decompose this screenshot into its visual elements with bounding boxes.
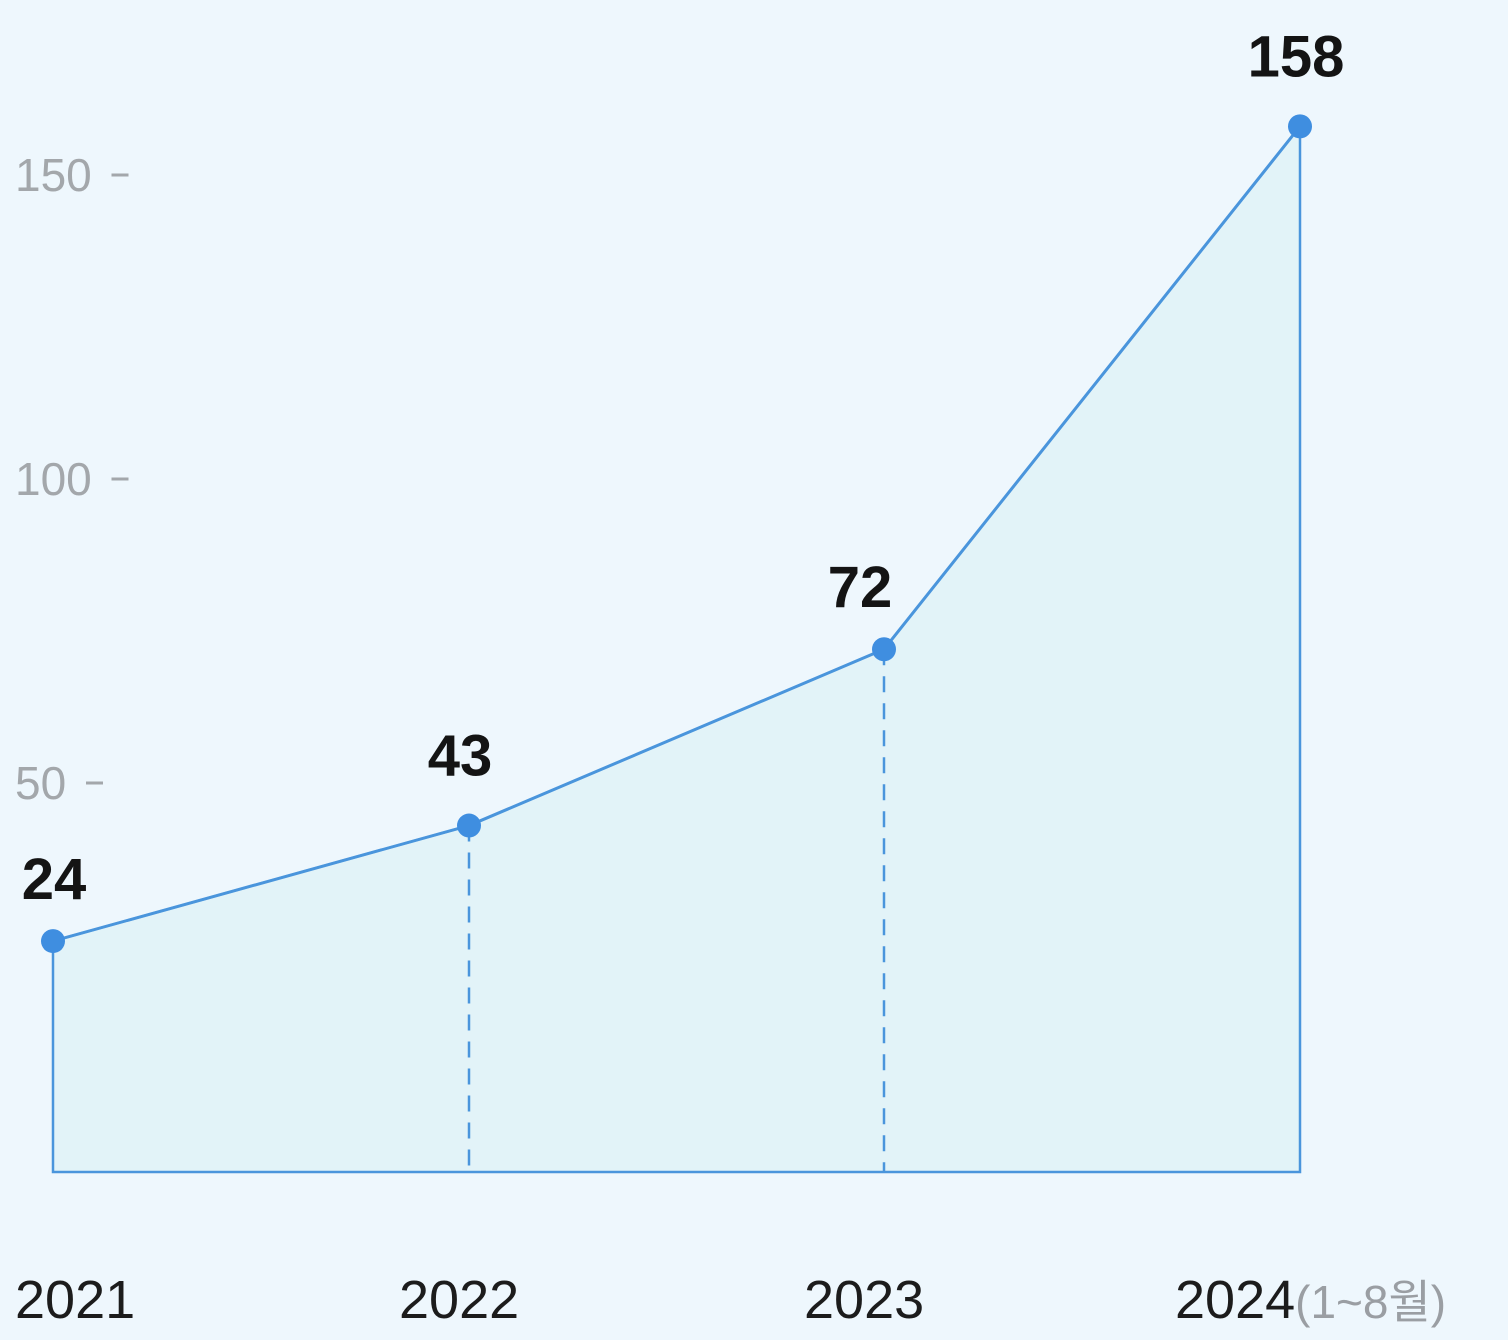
x-axis: 2021 2022 2023 2024(1~8월) bbox=[15, 1270, 1446, 1330]
y-tick-label-100: 100 bbox=[15, 453, 92, 505]
y-tick-label-50: 50 bbox=[15, 757, 66, 809]
area-layer bbox=[51, 122, 1302, 1174]
data-label-2021: 24 bbox=[22, 847, 87, 912]
data-label-2023: 72 bbox=[828, 555, 893, 620]
data-label-2022: 43 bbox=[428, 724, 493, 789]
data-point-2024 bbox=[1288, 114, 1312, 139]
x-tick-label-2021: 2021 bbox=[15, 1270, 135, 1330]
x-tick-note-2024: (1~8월) bbox=[1295, 1276, 1446, 1328]
data-point-2021 bbox=[41, 929, 65, 954]
y-axis: 50 100 150 bbox=[15, 149, 129, 809]
x-tick-label-2022: 2022 bbox=[399, 1270, 519, 1330]
data-point-2023 bbox=[872, 637, 896, 662]
guide-layer bbox=[467, 649, 886, 1172]
x-tick-label-2023: 2023 bbox=[804, 1270, 924, 1330]
x-tick-label-2024: 2024(1~8월) bbox=[1175, 1270, 1446, 1330]
data-markers bbox=[41, 114, 1312, 954]
line-layer bbox=[52, 125, 1302, 943]
data-labels: 24 43 72 158 bbox=[22, 24, 1345, 912]
data-label-2024: 158 bbox=[1248, 24, 1345, 89]
y-tick-label-150: 150 bbox=[15, 149, 92, 201]
data-point-2022 bbox=[457, 813, 481, 838]
series-line bbox=[52, 125, 1302, 943]
area-fill bbox=[51, 122, 1302, 1174]
